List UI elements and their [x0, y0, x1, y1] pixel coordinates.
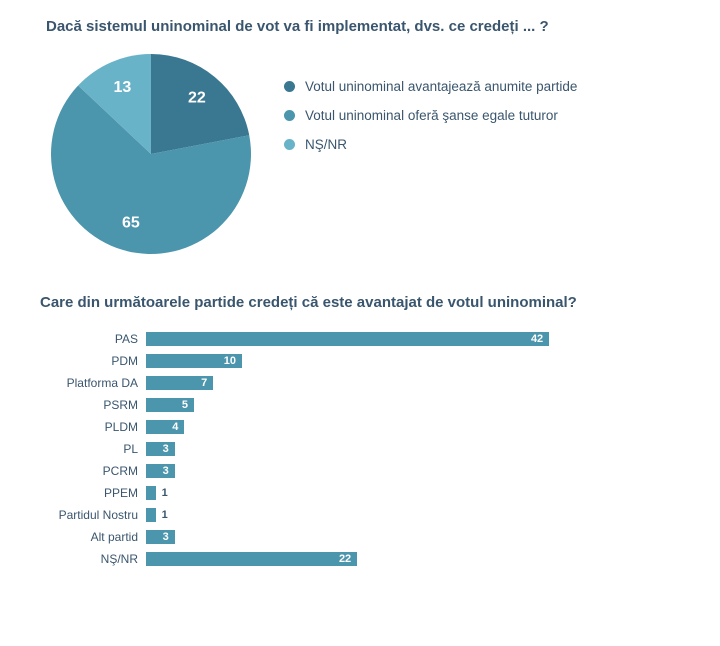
- legend-label: NŞ/NR: [305, 137, 347, 152]
- bar-label: PDM: [32, 354, 146, 368]
- bar-row: PSRM 5: [32, 395, 692, 415]
- bar-value: 3: [163, 443, 169, 455]
- bar-fill: 42: [146, 332, 549, 346]
- pie-slice-value: 65: [122, 214, 140, 231]
- bar-row: Platforma DA 7: [32, 373, 692, 393]
- bar-row: PCRM 3: [32, 461, 692, 481]
- legend-item: Votul uninominal avantajează anumite par…: [284, 79, 577, 94]
- bar-fill: 5: [146, 398, 194, 412]
- bar-label: Partidul Nostru: [32, 508, 146, 522]
- bar-track: 3: [146, 464, 692, 478]
- bar-row: PDM 10: [32, 351, 692, 371]
- legend-dot-icon: [284, 110, 295, 121]
- bar-track: 4: [146, 420, 692, 434]
- bar-label: PSRM: [32, 398, 146, 412]
- legend-item: NŞ/NR: [284, 137, 577, 152]
- bar-value: 1: [162, 509, 168, 521]
- bar-track: 42: [146, 332, 692, 346]
- legend-item: Votul uninominal oferă şanse egale tutur…: [284, 108, 577, 123]
- bar-chart: PAS42PDM10Platforma DA7PSRM5PLDM4PL3PCRM…: [32, 329, 692, 569]
- pie-slice-value: 13: [114, 79, 132, 96]
- pie-legend: Votul uninominal avantajează anumite par…: [284, 79, 577, 166]
- bar-row: PL 3: [32, 439, 692, 459]
- bar-label: NŞ/NR: [32, 552, 146, 566]
- bar-fill: 10: [146, 354, 242, 368]
- bar-fill: 7: [146, 376, 213, 390]
- bar-fill: 3: [146, 464, 175, 478]
- bar-label: PPEM: [32, 486, 146, 500]
- bar-track: 22: [146, 552, 692, 566]
- bar-row: Partidul Nostru 1: [32, 505, 692, 525]
- bar-track: 5: [146, 398, 692, 412]
- bar-row: Alt partid 3: [32, 527, 692, 547]
- bar-value: 10: [224, 355, 236, 367]
- pie-svg: 22 65 13: [46, 49, 256, 259]
- bar-question-title: Care din următoarele partide credeți că …: [40, 294, 692, 311]
- pie-question-title: Dacă sistemul uninominal de vot va fi im…: [46, 18, 692, 35]
- bar-row: PLDM 4: [32, 417, 692, 437]
- page: Dacă sistemul uninominal de vot va fi im…: [0, 0, 720, 646]
- bar-track: 3: [146, 442, 692, 456]
- bar-value: 3: [163, 465, 169, 477]
- legend-dot-icon: [284, 139, 295, 150]
- legend-dot-icon: [284, 81, 295, 92]
- legend-label: Votul uninominal avantajează anumite par…: [305, 79, 577, 94]
- bar-label: PL: [32, 442, 146, 456]
- bar-value: 4: [172, 421, 178, 433]
- bar-fill: 4: [146, 420, 184, 434]
- bar-value: 1: [162, 487, 168, 499]
- legend-label: Votul uninominal oferă şanse egale tutur…: [305, 108, 558, 123]
- bar-value: 5: [182, 399, 188, 411]
- bar-label: PAS: [32, 332, 146, 346]
- bar-fill: [146, 508, 156, 522]
- bar-track: 10: [146, 354, 692, 368]
- bar-track: 1: [146, 508, 692, 522]
- bar-track: 7: [146, 376, 692, 390]
- bar-label: Platforma DA: [32, 376, 146, 390]
- bar-track: 3: [146, 530, 692, 544]
- bar-section: Care din următoarele partide credeți că …: [28, 294, 692, 569]
- pie-area: 22 65 13 Votul uninominal avantajează anum…: [28, 49, 692, 264]
- bar-value: 42: [531, 333, 543, 345]
- bar-label: Alt partid: [32, 530, 146, 544]
- pie-chart: 22 65 13: [46, 49, 256, 264]
- bar-row: NŞ/NR 22: [32, 549, 692, 569]
- bar-row: PPEM 1: [32, 483, 692, 503]
- bar-fill: 3: [146, 442, 175, 456]
- bar-row: PAS 42: [32, 329, 692, 349]
- bar-fill: 22: [146, 552, 357, 566]
- bar-value: 7: [201, 377, 207, 389]
- bar-label: PCRM: [32, 464, 146, 478]
- bar-value: 22: [339, 553, 351, 565]
- bar-label: PLDM: [32, 420, 146, 434]
- bar-value: 3: [163, 531, 169, 543]
- pie-slice-value: 22: [188, 90, 206, 107]
- bar-fill: 3: [146, 530, 175, 544]
- bar-fill: [146, 486, 156, 500]
- bar-track: 1: [146, 486, 692, 500]
